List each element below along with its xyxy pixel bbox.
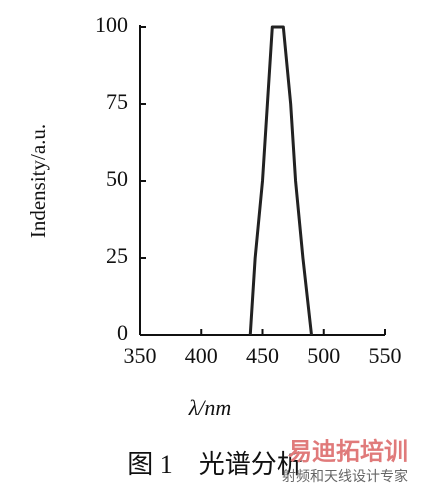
x-tick-label: 500 [307,343,340,368]
x-tick-label: 550 [369,343,402,368]
y-axis-label: Indensity/a.u. [26,124,50,238]
y-tick-label: 100 [95,12,128,37]
spectrum-line [248,25,313,336]
y-tick-label: 50 [106,166,128,191]
y-tick-label: 0 [117,320,128,345]
caption: 图 1 光谱分析 [127,450,303,479]
y-tick-label: 25 [106,243,128,268]
x-tick-label: 450 [246,343,279,368]
y-tick-label: 75 [106,89,128,114]
x-tick-label: 400 [185,343,218,368]
watermark: 易迪拓培训 [288,438,408,466]
x-tick-label: 350 [124,343,157,368]
watermark-sub: 射频和天线设计专家 [282,468,408,485]
x-axis-label: λ/nm [188,395,232,420]
